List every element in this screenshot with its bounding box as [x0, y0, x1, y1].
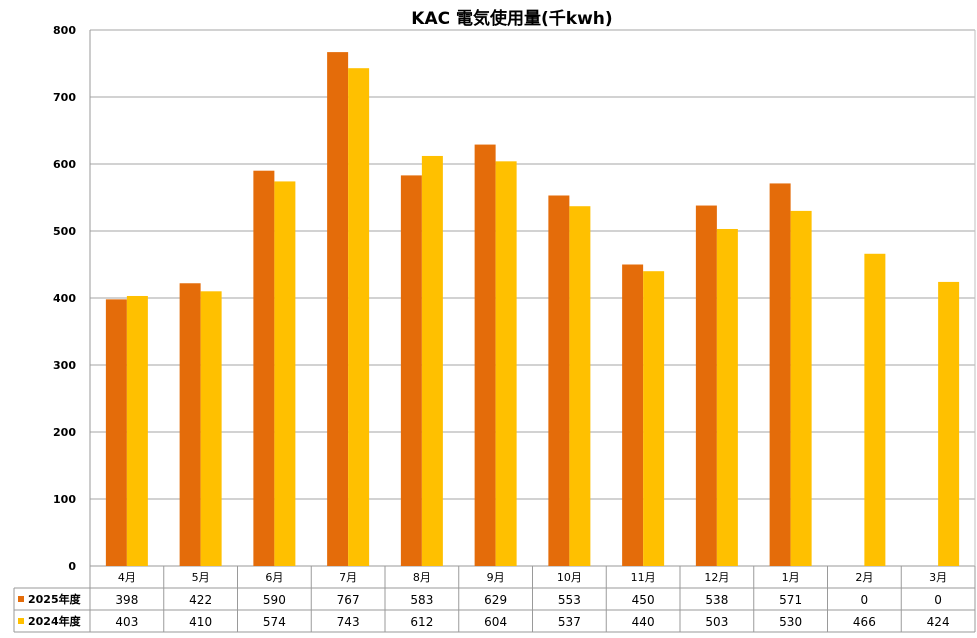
y-tick-label: 200	[53, 426, 76, 439]
bars	[105, 52, 960, 567]
bar-2024年度-4月	[126, 295, 148, 566]
category-label: 5月	[192, 571, 210, 584]
category-label: 1月	[782, 571, 800, 584]
bar-2024年度-5月	[200, 291, 222, 566]
legend-label: 2024年度	[28, 614, 82, 628]
y-tick-label: 500	[53, 225, 76, 238]
data-table-cell: 398	[115, 593, 138, 607]
y-tick-label: 0	[68, 560, 76, 573]
data-table-cell: 767	[337, 593, 360, 607]
bar-2024年度-3月	[938, 281, 960, 566]
bar-2025年度-11月	[622, 264, 644, 566]
data-table-cell: 403	[115, 615, 138, 629]
data-table: 4月 5月 6月 7月 8月 9月 10月 11月 12月 1月 2月 3月 2025年度 398 422 5…	[13, 566, 976, 633]
data-table-cell: 538	[705, 593, 728, 607]
data-table-cell: 0	[934, 593, 942, 607]
bar-2024年度-9月	[495, 161, 517, 566]
y-axis-ticks: 0 100 200 300 400 500 600 700 800	[53, 24, 76, 573]
bar-2024年度-12月	[716, 228, 738, 567]
data-table-cell: 612	[410, 615, 433, 629]
data-table-cell: 410	[189, 615, 212, 629]
data-table-cell: 422	[189, 593, 212, 607]
data-table-cell: 0	[861, 593, 869, 607]
bar-2025年度-8月	[400, 175, 422, 566]
bar-2024年度-1月	[790, 210, 812, 566]
data-table-cell: 553	[558, 593, 581, 607]
data-table-cell: 424	[927, 615, 950, 629]
bar-2025年度-4月	[105, 299, 127, 566]
bar-2025年度-12月	[695, 205, 717, 567]
data-table-cell: 743	[337, 615, 360, 629]
category-label: 6月	[265, 571, 283, 584]
bar-2025年度-1月	[769, 183, 791, 566]
category-label: 8月	[413, 571, 431, 584]
data-table-cell: 571	[779, 593, 802, 607]
legend-label: 2025年度	[28, 592, 82, 606]
data-table-cell: 530	[779, 615, 802, 629]
bar-2025年度-9月	[474, 144, 496, 566]
data-table-cell: 604	[484, 615, 507, 629]
bar-2024年度-6月	[274, 181, 296, 567]
bar-2025年度-6月	[253, 170, 275, 566]
category-label: 3月	[929, 571, 947, 584]
category-label: 12月	[704, 571, 729, 584]
data-table-cell: 574	[263, 615, 286, 629]
data-table-cell: 583	[410, 593, 433, 607]
y-tick-label: 400	[53, 292, 76, 305]
category-label: 4月	[118, 571, 136, 584]
data-table-cell: 590	[263, 593, 286, 607]
bar-2025年度-7月	[327, 52, 349, 567]
chart-title: KAC 電気使用量(千kwh)	[411, 8, 612, 29]
category-label: 10月	[557, 571, 582, 584]
category-label: 9月	[487, 571, 505, 584]
y-tick-label: 700	[53, 91, 76, 104]
category-label: 7月	[339, 571, 357, 584]
data-table-cell: 537	[558, 615, 581, 629]
data-table-cell: 450	[632, 593, 655, 607]
category-label: 2月	[855, 571, 873, 584]
category-label: 11月	[631, 571, 656, 584]
bar-2024年度-11月	[643, 271, 665, 566]
y-tick-label: 100	[53, 493, 76, 506]
bar-2025年度-5月	[179, 283, 201, 566]
data-table-cell: 629	[484, 593, 507, 607]
bar-2025年度-10月	[548, 195, 570, 567]
legend-key-2024年度	[18, 618, 24, 624]
data-table-cell: 503	[705, 615, 728, 629]
y-tick-label: 300	[53, 359, 76, 372]
legend-key-2025年度	[18, 596, 24, 602]
bar-2024年度-10月	[569, 206, 591, 566]
bar-2024年度-7月	[348, 68, 370, 566]
bar-2024年度-8月	[421, 155, 443, 566]
y-tick-label: 800	[53, 24, 76, 37]
data-table-cell: 440	[632, 615, 655, 629]
bar-2024年度-2月	[864, 253, 886, 566]
y-tick-label: 600	[53, 158, 76, 171]
gridlines	[89, 29, 976, 567]
data-table-cell: 466	[853, 615, 876, 629]
